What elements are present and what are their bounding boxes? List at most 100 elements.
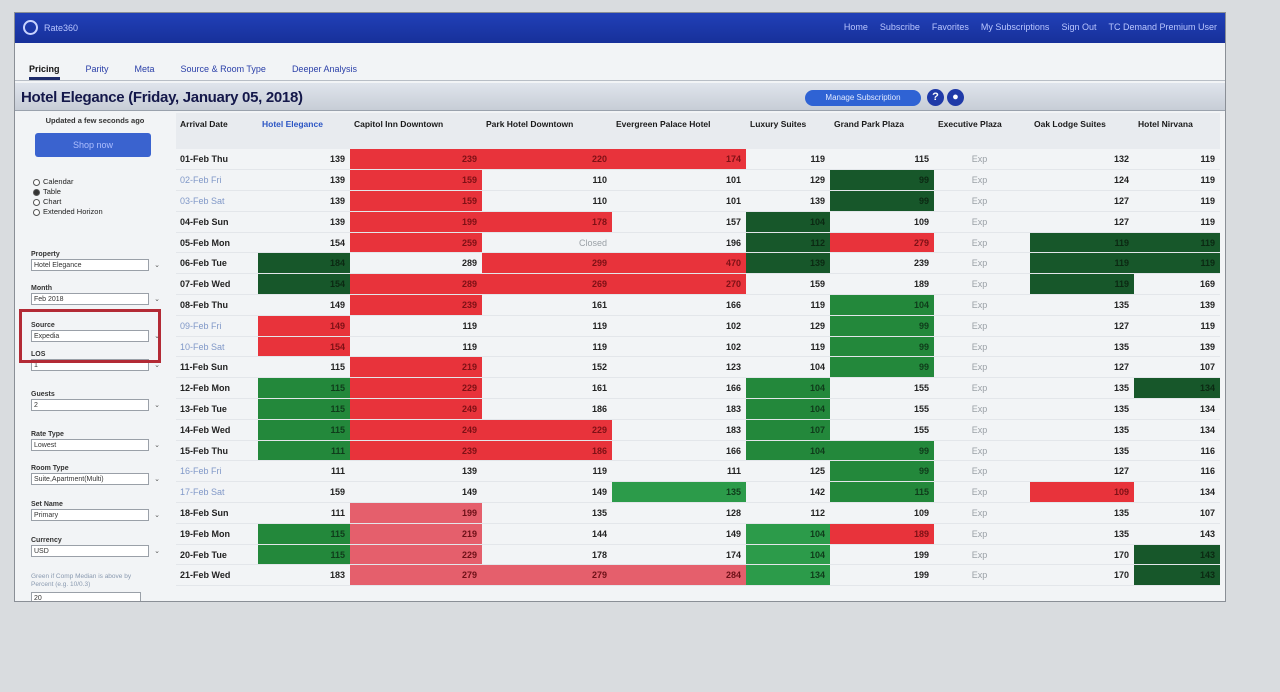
rate-cell[interactable]: 134 — [1134, 377, 1220, 400]
rate-cell[interactable]: 127 — [1030, 356, 1134, 379]
rate-cell[interactable]: 119 — [350, 336, 482, 358]
rate-cell[interactable]: 289 — [350, 252, 482, 275]
help-icon[interactable]: ? — [927, 89, 944, 106]
shop-now-button[interactable]: Shop now — [35, 133, 151, 157]
rate-cell[interactable]: 101 — [612, 190, 746, 212]
rate-cell[interactable]: 135 — [1030, 377, 1134, 400]
rate-cell[interactable]: 155 — [830, 398, 934, 420]
rate-cell[interactable]: 119 — [1134, 169, 1220, 192]
rate-cell[interactable]: 196 — [612, 232, 746, 254]
rate-cell[interactable]: 104 — [746, 523, 830, 545]
rate-cell[interactable]: 155 — [830, 377, 934, 400]
rate-cell[interactable]: 199 — [830, 544, 934, 566]
rate-cell[interactable]: 112 — [746, 502, 830, 524]
column-header[interactable]: Luxury Suites — [746, 113, 830, 149]
rate-cell[interactable]: 184 — [258, 252, 350, 275]
rate-cell[interactable]: 115 — [258, 398, 350, 420]
tab-meta[interactable]: Meta — [134, 64, 155, 74]
rate-cell[interactable]: 149 — [258, 315, 350, 337]
rate-cell[interactable]: Exp — [934, 398, 1030, 420]
column-header[interactable]: Arrival Date — [176, 113, 258, 149]
rate-cell[interactable]: 129 — [746, 169, 830, 192]
rate-cell[interactable]: 170 — [1030, 564, 1134, 587]
rate-cell[interactable]: Exp — [934, 190, 1030, 212]
rate-cell[interactable]: Exp — [934, 502, 1030, 524]
tab-source-room-type[interactable]: Source & Room Type — [180, 64, 266, 74]
rate-cell[interactable]: 135 — [1030, 294, 1134, 316]
rate-cell[interactable]: 107 — [746, 419, 830, 441]
column-header[interactable]: Executive Plaza — [934, 113, 1030, 149]
threshold-input[interactable]: 20 — [31, 592, 141, 601]
rate-cell[interactable]: 279 — [350, 564, 482, 587]
column-header[interactable]: Hotel Elegance — [258, 113, 350, 149]
nav-user[interactable]: TC Demand Premium User — [1108, 22, 1217, 32]
rate-cell[interactable]: 239 — [350, 294, 482, 316]
tab-parity[interactable]: Parity — [85, 64, 109, 74]
rate-cell[interactable]: 104 — [830, 294, 934, 316]
rate-cell[interactable]: 115 — [258, 356, 350, 379]
rate-cell[interactable]: 189 — [830, 273, 934, 296]
rate-cell[interactable]: 220 — [482, 149, 612, 171]
rate-cell[interactable]: 166 — [612, 294, 746, 316]
rate-cell[interactable]: 170 — [1030, 544, 1134, 566]
rate-cell[interactable]: 119 — [746, 149, 830, 171]
rate-cell[interactable]: Exp — [934, 377, 1030, 400]
rate-cell[interactable]: 135 — [1030, 419, 1134, 441]
column-header[interactable]: Park Hotel Downtown — [482, 113, 612, 149]
info-icon[interactable]: ● — [947, 89, 964, 106]
rate-cell[interactable]: 155 — [830, 419, 934, 441]
rate-cell[interactable]: 199 — [350, 211, 482, 233]
rate-cell[interactable]: 139 — [258, 149, 350, 171]
rate-cell[interactable]: 135 — [1030, 336, 1134, 358]
column-header[interactable]: Grand Park Plaza — [830, 113, 934, 149]
field-select[interactable]: Primary ⌄ — [31, 509, 160, 521]
rate-cell[interactable]: 174 — [612, 149, 746, 171]
rate-cell[interactable]: 139 — [350, 460, 482, 483]
rate-cell[interactable]: 134 — [1134, 481, 1220, 504]
brand[interactable]: Rate360 — [23, 20, 78, 35]
rate-cell[interactable]: 102 — [612, 315, 746, 337]
rate-cell[interactable]: 178 — [482, 544, 612, 566]
column-header[interactable]: Oak Lodge Suites — [1030, 113, 1134, 149]
view-chart[interactable]: Chart — [33, 197, 103, 207]
rate-cell[interactable]: 159 — [350, 169, 482, 192]
rate-cell[interactable]: 135 — [1030, 440, 1134, 462]
nav-home[interactable]: Home — [843, 22, 868, 32]
rate-cell[interactable]: 239 — [350, 149, 482, 171]
rate-cell[interactable]: 239 — [350, 440, 482, 462]
rate-cell[interactable]: 110 — [482, 190, 612, 212]
rate-cell[interactable]: 143 — [1134, 523, 1220, 545]
view-table[interactable]: Table — [33, 187, 103, 197]
rate-cell[interactable]: 178 — [482, 211, 612, 233]
rate-cell[interactable]: 229 — [350, 544, 482, 566]
rate-cell[interactable]: Exp — [934, 169, 1030, 192]
rate-cell[interactable]: 123 — [612, 356, 746, 379]
rate-cell[interactable]: 219 — [350, 356, 482, 379]
rate-cell[interactable]: 104 — [746, 440, 830, 462]
rate-cell[interactable]: 119 — [1134, 232, 1220, 254]
rate-cell[interactable]: 107 — [1134, 356, 1220, 379]
rate-cell[interactable]: 119 — [482, 315, 612, 337]
rate-cell[interactable]: 259 — [350, 232, 482, 254]
rate-cell[interactable]: Exp — [934, 460, 1030, 483]
rate-cell[interactable]: 149 — [350, 481, 482, 504]
field-select[interactable]: Suite,Apartment(Multi) ⌄ — [31, 473, 160, 485]
rate-cell[interactable]: 127 — [1030, 211, 1134, 233]
rate-cell[interactable]: 99 — [830, 190, 934, 212]
rate-cell[interactable]: Exp — [934, 149, 1030, 171]
nav-favorites[interactable]: Favorites — [931, 22, 969, 32]
rate-cell[interactable]: 127 — [1030, 190, 1134, 212]
rate-cell[interactable]: 284 — [612, 564, 746, 587]
rate-cell[interactable]: 135 — [1030, 502, 1134, 524]
rate-cell[interactable]: 279 — [830, 232, 934, 254]
rate-cell[interactable]: 229 — [482, 419, 612, 441]
rate-cell[interactable]: 132 — [1030, 149, 1134, 171]
rate-cell[interactable]: Exp — [934, 294, 1030, 316]
rate-cell[interactable]: 110 — [482, 169, 612, 192]
rate-cell[interactable]: 125 — [746, 460, 830, 483]
rate-cell[interactable]: 115 — [258, 377, 350, 400]
rate-cell[interactable]: 107 — [1134, 502, 1220, 524]
rate-cell[interactable]: 115 — [830, 149, 934, 171]
rate-cell[interactable]: 269 — [482, 273, 612, 296]
rate-cell[interactable]: 109 — [830, 502, 934, 524]
